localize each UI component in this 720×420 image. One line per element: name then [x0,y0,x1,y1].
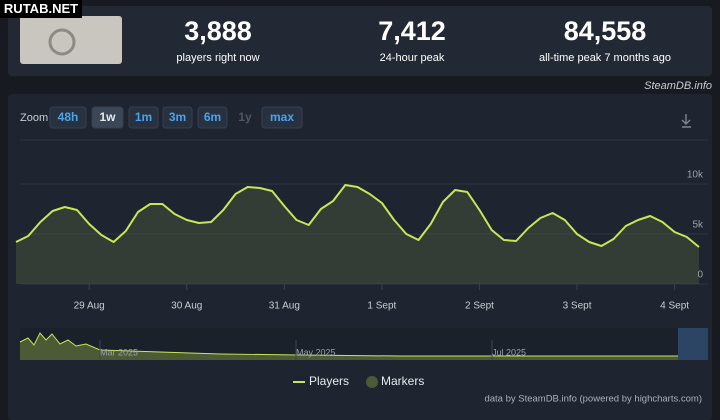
series-line [15,184,700,248]
navigator-label: May 2025 [296,347,336,357]
x-tick-label: 1 Sept [367,301,396,312]
thumbnail-emblem [48,28,76,56]
stat-label: players right now [176,52,259,64]
download-icon[interactable] [681,114,691,128]
zoom-button[interactable] [197,106,228,129]
zoom-button-label: 1y [238,110,252,124]
legend-label: Markers [381,374,424,388]
zoom-button-label[interactable]: 1w [99,110,116,124]
credit: data by SteamDB.info (powered by highcha… [484,394,702,405]
zoom-button[interactable] [128,106,159,129]
watermark: RUTAB.NET [4,1,78,16]
zoom-button[interactable] [261,106,303,129]
zoom-button-label[interactable]: 48h [58,110,79,124]
stat-value: 7,412 [378,16,446,46]
zoom-button-label[interactable]: max [270,110,294,124]
legend-label: Players [309,374,349,388]
stat-label: 24-hour peak [380,52,445,64]
zoom-button-label[interactable]: 1m [135,110,152,124]
zoom-button[interactable] [91,106,124,129]
zoom-button-label[interactable]: 3m [169,110,186,124]
zoom-label: Zoom [20,112,48,124]
header-panel [8,6,712,76]
navigator-line [19,332,678,357]
x-tick-label: 31 Aug [269,301,300,312]
x-tick-label: 2 Sept [465,301,494,312]
watermark-bg [0,0,82,18]
series-area [16,185,699,284]
zoom-button[interactable] [49,106,87,129]
navigator-label: Jul 2025 [492,347,526,357]
source: SteamDB.info [644,80,712,92]
stat-value: 84,558 [564,16,647,46]
y-tick-label: 5k [692,220,704,231]
x-tick-label: 4 Sept [660,301,689,312]
navigator-label: Mar 2025 [100,347,138,357]
x-tick-label: 29 Aug [74,301,105,312]
stat-value: 3,888 [184,16,252,46]
zoom-button-label[interactable]: 6m [204,110,221,124]
legend-symbol [366,376,378,388]
y-tick-label: 10k [687,170,704,181]
navigator-selection[interactable] [678,328,708,360]
stat-label: all-time peak 7 months ago [539,52,671,64]
zoom-button[interactable] [162,106,193,129]
y-tick-label: 0 [697,270,703,281]
x-tick-label: 30 Aug [171,301,202,312]
game-thumbnail [20,16,122,64]
x-tick-label: 3 Sept [563,301,592,312]
